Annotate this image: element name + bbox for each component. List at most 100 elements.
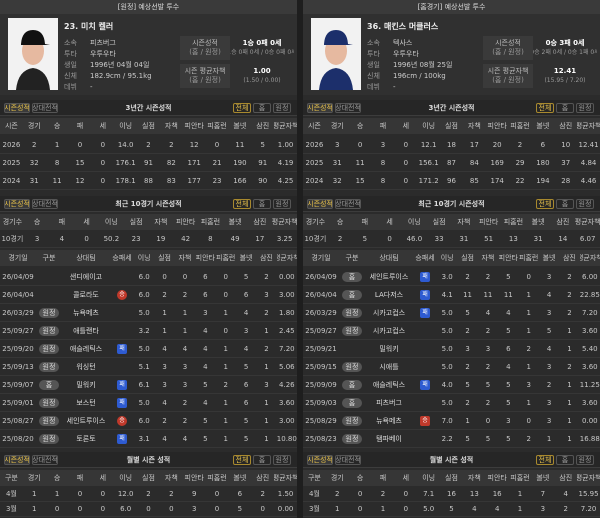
cell: 7.20 xyxy=(580,505,597,513)
decision-badge: 패 xyxy=(117,344,127,354)
tab[interactable]: 시즌성적 xyxy=(4,455,30,465)
cell: 애틀랜타 xyxy=(73,326,99,335)
cell: 29 xyxy=(515,158,525,167)
cell: 3.1 xyxy=(138,434,150,443)
tab[interactable]: 상대전적 xyxy=(335,199,361,209)
tab[interactable]: 시즌성적 xyxy=(307,199,333,209)
filter-button[interactable]: 원정 xyxy=(273,103,291,113)
cell: LA다저스 xyxy=(374,290,404,299)
decision-badge: 패 xyxy=(420,308,430,318)
cell: 보스턴 xyxy=(76,398,96,407)
header-cell: 평균자책 xyxy=(272,217,297,226)
cell: 4.84 xyxy=(580,158,597,167)
cell: 1 xyxy=(567,380,572,389)
tab[interactable]: 시즌성적 xyxy=(4,199,30,209)
info-value: 우투우타 xyxy=(90,49,116,58)
tab[interactable]: 상대전적 xyxy=(335,103,361,113)
filter-button[interactable]: 홈 xyxy=(253,103,271,113)
cell: 3 xyxy=(546,308,552,317)
cell: 25/09/15 xyxy=(305,362,337,371)
cell: 2 xyxy=(162,416,167,425)
cell: 25/09/07 xyxy=(2,380,34,389)
cell: 0 xyxy=(162,272,167,281)
cell: 4 xyxy=(203,326,208,335)
cell: 0 xyxy=(387,234,392,243)
filter-button[interactable]: 원정 xyxy=(576,103,594,113)
filter-button[interactable]: 전체 xyxy=(536,199,554,209)
cell: 0 xyxy=(77,490,83,498)
stat-detail: (1승 0패 0세 / 0승 0패 0세) xyxy=(230,48,294,56)
cell: 91 xyxy=(258,158,268,167)
header-cell: 이닝 xyxy=(119,473,133,482)
cell: 6.0 xyxy=(138,272,150,281)
filter-button[interactable]: 전체 xyxy=(233,199,251,209)
cell: 1 xyxy=(517,490,523,498)
header-cell: 세 xyxy=(83,217,90,226)
header-cell: 실점 xyxy=(445,121,458,130)
filter-button[interactable]: 원정 xyxy=(273,199,291,209)
cell: 8 xyxy=(380,158,386,167)
tab[interactable]: 상대전적 xyxy=(32,199,58,209)
cell: 5 xyxy=(449,505,454,513)
filter-button[interactable]: 전체 xyxy=(536,455,554,465)
stat-value: 12.41 xyxy=(553,67,577,75)
cell: 7.20 xyxy=(279,344,295,353)
cell: 3 xyxy=(34,234,40,243)
cell: 3.00 xyxy=(279,290,295,299)
cell: 11 xyxy=(483,290,493,299)
info-value: 1996년 04월 04일 xyxy=(90,60,150,69)
header-cell: 이닝 xyxy=(104,217,118,226)
filter-button[interactable]: 원정 xyxy=(576,455,594,465)
filter-button[interactable]: 홈 xyxy=(556,103,574,113)
header-cell: 피안타 xyxy=(487,473,507,482)
info-value: - xyxy=(393,82,396,91)
filter-button[interactable]: 홈 xyxy=(556,455,574,465)
filter-button[interactable]: 홈 xyxy=(253,199,271,209)
filter-button[interactable]: 전체 xyxy=(233,455,251,465)
cell: 20 xyxy=(492,140,502,149)
tab[interactable]: 상대전적 xyxy=(335,455,361,465)
filter-button[interactable]: 홈 xyxy=(253,455,271,465)
info-value: 텍사스 xyxy=(393,38,413,47)
tab[interactable]: 시즌성적 xyxy=(307,455,333,465)
table-row xyxy=(0,136,297,154)
tab[interactable]: 상대전적 xyxy=(32,103,58,113)
cell: 세인트루이스 xyxy=(369,272,409,281)
header-cell: 세 xyxy=(402,121,410,130)
filter-button[interactable]: 홈 xyxy=(556,199,574,209)
decision-badge: 패 xyxy=(420,380,430,390)
filter-button[interactable]: 전체 xyxy=(536,103,554,113)
filter-button[interactable]: 원정 xyxy=(576,199,594,209)
filter-button[interactable]: 전체 xyxy=(233,103,251,113)
cell: 5.0 xyxy=(441,362,453,371)
cell: 0 xyxy=(223,272,228,281)
player-name: 23. 미치 켈러 xyxy=(64,22,114,31)
cell: 2 xyxy=(517,140,523,149)
tab[interactable]: 시즌성적 xyxy=(4,103,30,113)
game-row xyxy=(303,304,600,322)
cell: 7 xyxy=(540,490,546,498)
cell: 2 xyxy=(546,380,552,389)
header-cell: 볼넷 xyxy=(542,253,556,262)
stat-detail: (0승 2패 0세 / 0승 1패 0세) xyxy=(533,48,597,56)
cell: 1 xyxy=(54,490,60,498)
stat-sub: (홈 / 원정) xyxy=(189,76,221,84)
filter-button[interactable]: 원정 xyxy=(273,455,291,465)
cell: 4 xyxy=(203,362,208,371)
cell: 0 xyxy=(357,490,363,498)
cell: 6 xyxy=(243,398,249,407)
tab[interactable]: 시즌성적 xyxy=(307,103,333,113)
game-row xyxy=(0,394,297,412)
header-cell: 자책 xyxy=(467,121,481,130)
header-cell: 구분 xyxy=(42,253,56,262)
cell: 4 xyxy=(59,234,65,243)
cell: 16 xyxy=(447,490,456,498)
cell: 0 xyxy=(403,140,409,149)
header-cell: 삼진 xyxy=(559,121,573,130)
cell: 190 xyxy=(233,158,247,167)
game-row xyxy=(303,430,600,448)
tab[interactable]: 상대전적 xyxy=(32,455,58,465)
info-value: 182.9cm / 95.1kg xyxy=(90,71,152,80)
game-row xyxy=(0,322,297,340)
cell: 4 xyxy=(182,434,188,443)
